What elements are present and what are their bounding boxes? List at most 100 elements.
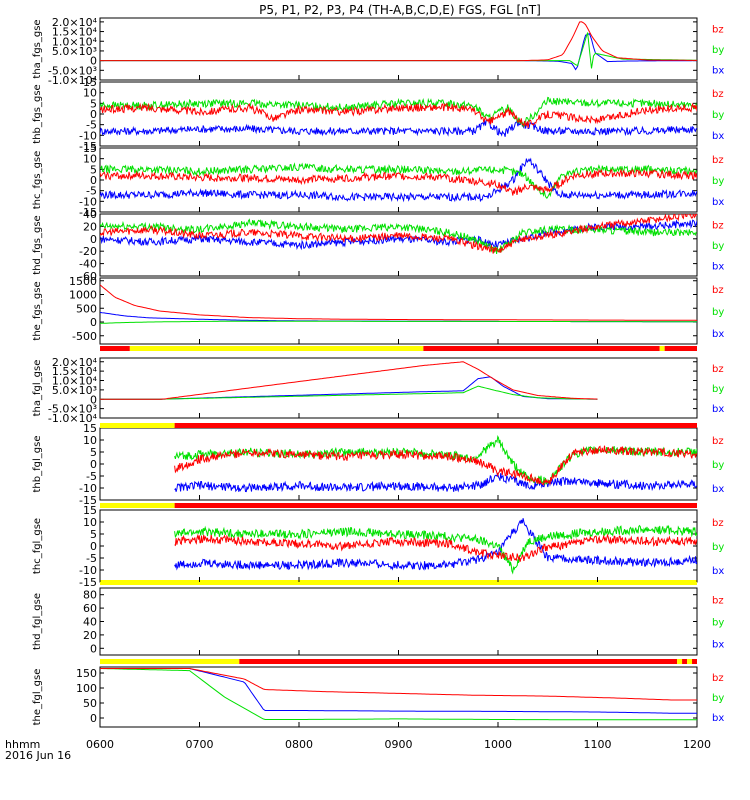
legend-bz: bz [712, 595, 724, 606]
status-segment-red [174, 503, 697, 508]
x-tick-label: 0600 [86, 738, 114, 751]
status-segment-yellow [687, 659, 693, 664]
legend-bz: bz [712, 673, 724, 684]
panel-frame [99, 147, 698, 213]
legend-bx: bx [712, 713, 724, 724]
y-tick-label: 0 [90, 233, 97, 246]
y-axis-label: tha_fgl_gse [32, 360, 43, 417]
y-tick-label: 100 [76, 682, 97, 695]
y-tick-label: 10 [83, 434, 97, 447]
x-tick-label: 0800 [285, 738, 313, 751]
y-tick-label: 2.0×10⁴ [52, 16, 98, 29]
series-bx [100, 33, 697, 71]
y-tick-label: -5.0×10³ [48, 64, 97, 77]
y-axis-label: thc_fgs_gse [32, 151, 43, 210]
y-tick-label: 15 [83, 142, 97, 155]
y-tick-label: 10 [83, 87, 97, 100]
y-tick-label: 40 [83, 208, 97, 221]
y-tick-label: 5 [90, 446, 97, 459]
y-axis-label: the_fgs_gse [32, 281, 43, 340]
y-tick-label: 50 [83, 697, 97, 710]
series-bx [100, 118, 697, 137]
series-bx [100, 157, 697, 203]
x-tick-label: 1200 [683, 738, 711, 751]
y-axis-label: tha_fgs_gse [32, 19, 43, 78]
legend-by: by [712, 460, 724, 471]
legend-bx: bx [712, 197, 724, 208]
y-tick-label: -5 [86, 119, 97, 132]
legend-bz: bz [712, 155, 724, 166]
legend-by: by [712, 542, 724, 553]
panel-tha_fgl_gse: 2.0×10⁴1.5×10⁴1.0×10⁴5.0×10³0-5.0×10³-1.… [32, 356, 724, 425]
y-tick-label: 0 [90, 458, 97, 471]
series-bx [174, 472, 697, 493]
legend-by: by [712, 618, 724, 629]
y-tick-label: 0 [90, 712, 97, 725]
x-tick-label: 0700 [186, 738, 214, 751]
status-segment-yellow [659, 346, 665, 351]
legend-bx: bx [712, 65, 724, 76]
y-tick-label: 60 [83, 602, 97, 615]
series-by [100, 162, 697, 199]
y-tick-label: 0 [90, 174, 97, 187]
y-axis-label: thc_fgl_gse [32, 518, 43, 574]
y-tick-label: -10 [79, 129, 97, 142]
status-segment-red [100, 346, 130, 351]
series-bz [100, 21, 697, 62]
legend-bz: bz [712, 285, 724, 296]
panel-the_fgl_gse: 150 100 50 0 the_fgl_gse bz by bx [32, 666, 724, 728]
legend-by: by [712, 110, 724, 121]
y-tick-label: 20 [83, 629, 97, 642]
figure-title: P5, P1, P2, P3, P4 (TH-A,B,C,D,E) FGS, F… [259, 3, 541, 17]
y-axis-label: thd_fgs_gse [32, 215, 43, 274]
status-segment-yellow [100, 503, 175, 508]
y-tick-label: -10 [79, 564, 97, 577]
legend-bx: bx [712, 640, 724, 651]
series-bx [174, 518, 697, 571]
y-tick-label: 10 [83, 153, 97, 166]
y-tick-label: 15 [83, 76, 97, 89]
series-bz [100, 668, 697, 701]
legend-bz: bz [712, 221, 724, 232]
y-tick-label: 15 [83, 504, 97, 517]
status-segment-red [423, 346, 660, 351]
y-tick-label: 0 [90, 55, 97, 68]
y-tick-label: 5.0×10³ [52, 384, 97, 397]
status-segment-yellow [129, 346, 424, 351]
y-tick-label: -20 [79, 245, 97, 258]
series-by [174, 524, 697, 575]
time-label: hhmm [5, 738, 40, 751]
y-tick-label: 500 [76, 302, 97, 315]
status-bars [100, 346, 697, 664]
panel-frame [99, 587, 698, 656]
status-segment-yellow [677, 659, 683, 664]
status-segment-red [174, 423, 697, 428]
legend-by: by [712, 176, 724, 187]
y-tick-label: -60 [79, 270, 97, 283]
y-tick-label: 1.5×10⁴ [52, 365, 98, 378]
legend-bz: bz [712, 436, 724, 447]
x-tick-label: 1100 [584, 738, 612, 751]
legend-bz: bz [712, 25, 724, 36]
series-by [100, 96, 697, 128]
y-tick-label: 1.5×10⁴ [52, 26, 98, 39]
panels: 2.0×10⁴1.5×10⁴1.0×10⁴5.0×10³0-5.0×10³-1.… [32, 16, 724, 728]
status-segment-red [692, 659, 697, 664]
y-tick-label: 15 [83, 422, 97, 435]
legend-by: by [712, 693, 724, 704]
y-axis-label: thb_fgl_gse [32, 436, 43, 493]
y-tick-label: 5.0×10³ [52, 45, 97, 58]
series-bz [174, 445, 697, 486]
y-tick-label: 1.0×10⁴ [52, 35, 98, 48]
status-segment-yellow [100, 659, 240, 664]
legend-bz: bz [712, 89, 724, 100]
legend-bx: bx [712, 484, 724, 495]
y-tick-label: 150 [76, 667, 97, 680]
y-axis-label: the_fgl_gse [32, 669, 43, 726]
panel-frame [99, 17, 698, 81]
legend-by: by [712, 307, 724, 318]
y-tick-label: -15 [79, 206, 97, 219]
